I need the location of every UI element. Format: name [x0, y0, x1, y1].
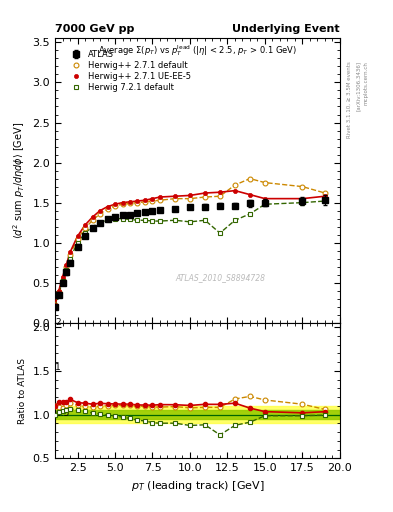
Herwig 7.2.1 default [97, 220, 102, 226]
Herwig 7.2.1 default [150, 218, 155, 224]
Legend: ATLAS, Herwig++ 2.7.1 default, Herwig++ 2.7.1 UE-EE-5, Herwig 7.2.1 default: ATLAS, Herwig++ 2.7.1 default, Herwig++ … [65, 48, 193, 94]
Text: Average $\Sigma(p_T)$ vs $p_T^{\rm lead}$ ($|\eta|$ < 2.5, $p_T$ > 0.1 GeV): Average $\Sigma(p_T)$ vs $p_T^{\rm lead}… [98, 42, 297, 57]
Herwig 7.2.1 default [233, 217, 237, 223]
Herwig 7.2.1 default [75, 240, 80, 246]
Herwig++ 2.7.1 UE-EE-5 [128, 199, 132, 205]
Herwig++ 2.7.1 default [60, 276, 65, 283]
Text: Rivet 3.1.10, ≥ 3.5M events: Rivet 3.1.10, ≥ 3.5M events [347, 61, 352, 138]
Herwig++ 2.7.1 UE-EE-5 [173, 193, 177, 199]
Herwig 7.2.1 default [57, 291, 61, 297]
Y-axis label: Ratio to ATLAS: Ratio to ATLAS [18, 357, 27, 423]
Herwig 7.2.1 default [83, 230, 87, 236]
Herwig++ 2.7.1 UE-EE-5 [143, 197, 147, 203]
Herwig++ 2.7.1 default [53, 302, 57, 308]
Herwig 7.2.1 default [263, 201, 267, 207]
Herwig++ 2.7.1 UE-EE-5 [323, 193, 327, 199]
Herwig++ 2.7.1 default [135, 200, 140, 206]
Herwig++ 2.7.1 UE-EE-5 [300, 196, 305, 202]
Herwig 7.2.1 default [248, 211, 252, 217]
Herwig 7.2.1 default [187, 219, 192, 225]
Herwig++ 2.7.1 default [323, 190, 327, 196]
Herwig 7.2.1 default [323, 198, 327, 204]
Herwig++ 2.7.1 UE-EE-5 [64, 262, 69, 268]
Herwig++ 2.7.1 UE-EE-5 [105, 204, 110, 210]
Herwig++ 2.7.1 UE-EE-5 [68, 249, 72, 255]
Herwig 7.2.1 default [68, 255, 72, 262]
Herwig++ 2.7.1 UE-EE-5 [83, 222, 87, 228]
Herwig++ 2.7.1 default [143, 199, 147, 205]
Herwig++ 2.7.1 UE-EE-5 [113, 201, 118, 207]
Text: Underlying Event: Underlying Event [232, 24, 340, 34]
Herwig++ 2.7.1 UE-EE-5 [158, 194, 162, 200]
Herwig++ 2.7.1 default [203, 194, 208, 200]
Herwig++ 2.7.1 default [233, 182, 237, 188]
Herwig 7.2.1 default [64, 267, 69, 273]
Text: 0.5: 0.5 [55, 409, 70, 418]
Text: [arXiv:1306.3436]: [arXiv:1306.3436] [356, 61, 361, 112]
Herwig++ 2.7.1 UE-EE-5 [218, 189, 222, 195]
X-axis label: $p_T$ (leading track) [GeV]: $p_T$ (leading track) [GeV] [130, 479, 264, 493]
Herwig++ 2.7.1 UE-EE-5 [90, 214, 95, 220]
Herwig++ 2.7.1 UE-EE-5 [120, 200, 125, 206]
Herwig++ 2.7.1 UE-EE-5 [57, 288, 61, 294]
Herwig++ 2.7.1 default [57, 289, 61, 295]
Herwig++ 2.7.1 default [120, 201, 125, 207]
Herwig 7.2.1 default [113, 216, 118, 222]
Herwig++ 2.7.1 UE-EE-5 [97, 207, 102, 214]
Herwig++ 2.7.1 UE-EE-5 [233, 187, 237, 194]
Line: Herwig++ 2.7.1 default: Herwig++ 2.7.1 default [53, 176, 327, 308]
Herwig 7.2.1 default [218, 230, 222, 236]
Herwig++ 2.7.1 default [173, 196, 177, 202]
Herwig++ 2.7.1 default [158, 197, 162, 203]
Herwig++ 2.7.1 UE-EE-5 [248, 191, 252, 198]
Herwig 7.2.1 default [173, 217, 177, 223]
Herwig++ 2.7.1 default [218, 193, 222, 199]
Herwig++ 2.7.1 default [263, 180, 267, 186]
Herwig++ 2.7.1 default [90, 217, 95, 223]
Herwig 7.2.1 default [300, 200, 305, 206]
Herwig++ 2.7.1 default [300, 183, 305, 189]
Text: ATLAS_2010_S8894728: ATLAS_2010_S8894728 [175, 273, 265, 282]
Herwig 7.2.1 default [60, 278, 65, 284]
Herwig++ 2.7.1 UE-EE-5 [60, 274, 65, 280]
Bar [55, 406, 340, 423]
Herwig 7.2.1 default [203, 217, 208, 223]
Line: Herwig++ 2.7.1 UE-EE-5: Herwig++ 2.7.1 UE-EE-5 [53, 188, 327, 307]
Herwig++ 2.7.1 default [75, 236, 80, 242]
Herwig++ 2.7.1 default [64, 264, 69, 270]
Bar [55, 410, 340, 419]
Herwig++ 2.7.1 UE-EE-5 [203, 190, 208, 196]
Herwig++ 2.7.1 default [248, 176, 252, 182]
Y-axis label: $\langle d^2$ sum $p_T/d\eta d\phi\rangle$ [GeV]: $\langle d^2$ sum $p_T/d\eta d\phi\rangl… [11, 122, 27, 239]
Herwig++ 2.7.1 UE-EE-5 [187, 193, 192, 199]
Herwig 7.2.1 default [90, 224, 95, 230]
Herwig++ 2.7.1 default [105, 206, 110, 212]
Herwig++ 2.7.1 default [128, 200, 132, 206]
Herwig 7.2.1 default [143, 217, 147, 223]
Text: 2: 2 [55, 318, 61, 327]
Herwig 7.2.1 default [105, 217, 110, 223]
Herwig++ 2.7.1 default [83, 225, 87, 231]
Herwig++ 2.7.1 default [150, 198, 155, 204]
Herwig 7.2.1 default [120, 216, 125, 222]
Herwig++ 2.7.1 UE-EE-5 [150, 196, 155, 202]
Herwig++ 2.7.1 UE-EE-5 [75, 233, 80, 239]
Herwig++ 2.7.1 default [97, 211, 102, 217]
Herwig++ 2.7.1 default [68, 251, 72, 258]
Text: 7000 GeV pp: 7000 GeV pp [55, 24, 134, 34]
Herwig++ 2.7.1 default [187, 196, 192, 202]
Herwig++ 2.7.1 default [113, 203, 118, 209]
Herwig 7.2.1 default [128, 217, 132, 223]
Text: 1: 1 [55, 364, 61, 372]
Herwig 7.2.1 default [158, 218, 162, 224]
Line: Herwig 7.2.1 default: Herwig 7.2.1 default [53, 199, 327, 309]
Herwig 7.2.1 default [53, 304, 57, 310]
Herwig 7.2.1 default [135, 217, 140, 223]
Herwig++ 2.7.1 UE-EE-5 [53, 302, 57, 308]
Text: mcplots.cern.ch: mcplots.cern.ch [364, 61, 369, 105]
Herwig++ 2.7.1 UE-EE-5 [135, 198, 140, 204]
Herwig++ 2.7.1 UE-EE-5 [263, 196, 267, 202]
